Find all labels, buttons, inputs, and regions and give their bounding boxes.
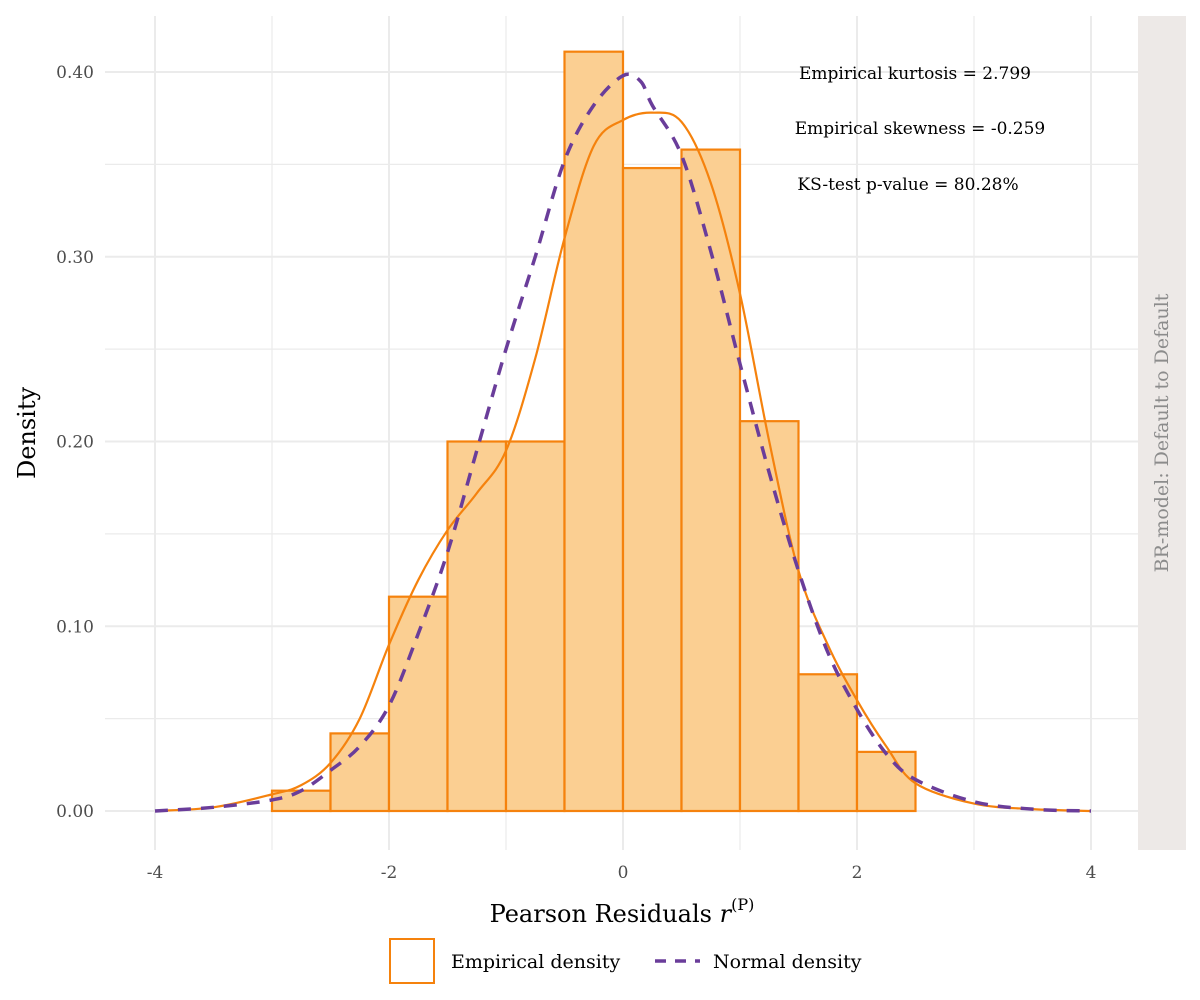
x-axis-title: Pearson Residuals r(P) [490, 895, 755, 928]
x-axis-title-math: r [720, 900, 733, 928]
x-axis-ticks: -4 -2 0 2 4 [147, 863, 1097, 883]
annotation-ks-test: KS-test p-value = 80.28% [797, 175, 1018, 195]
x-tick-label: 2 [852, 863, 863, 883]
y-tick-label: 0.10 [56, 617, 94, 637]
normal-density-curve [154, 72, 1092, 813]
annotations: Empirical kurtosis = 2.799 Empirical ske… [795, 64, 1045, 195]
histogram-bar [270, 789, 332, 813]
y-tick-label: 0.20 [56, 433, 94, 453]
x-axis-title-superscript: (P) [731, 895, 754, 914]
histogram-bar [563, 50, 625, 813]
histogram-bar [738, 420, 800, 813]
histogram-bar [504, 440, 566, 813]
x-axis-title-text: Pearson Residuals [490, 900, 712, 928]
x-axis-title-space [712, 900, 720, 928]
y-tick-label: 0.00 [56, 802, 94, 822]
facet-strip: BR-model: Default to Default [1138, 16, 1186, 850]
legend: Empirical density Normal density [389, 938, 862, 984]
annotation-skewness: Empirical skewness = -0.259 [795, 119, 1045, 139]
facet-strip-background [1138, 16, 1186, 850]
y-axis-ticks: 0.00 0.10 0.20 0.30 0.40 [56, 63, 94, 822]
density-curves [154, 72, 1092, 813]
legend-label-empirical: Empirical density [451, 951, 620, 973]
histogram-bar [446, 440, 508, 813]
x-tick-label: 4 [1086, 863, 1097, 883]
histogram-bar [797, 673, 859, 813]
y-tick-label: 0.40 [56, 63, 94, 83]
annotation-kurtosis: Empirical kurtosis = 2.799 [799, 64, 1031, 84]
y-tick-label: 0.30 [56, 248, 94, 268]
histogram-bar [329, 732, 391, 813]
legend-label-normal: Normal density [713, 951, 862, 973]
legend-key-empirical [389, 938, 435, 984]
y-axis-title: Density [13, 387, 41, 480]
histogram-bar [621, 166, 683, 813]
x-tick-label: -2 [381, 863, 398, 883]
facet-strip-label: BR-model: Default to Default [1151, 293, 1173, 572]
x-tick-label: -4 [147, 863, 164, 883]
empirical-density-curve [154, 111, 1092, 813]
histogram-bar [855, 750, 917, 813]
x-tick-label: 0 [618, 863, 629, 883]
histogram-bar [680, 148, 742, 813]
